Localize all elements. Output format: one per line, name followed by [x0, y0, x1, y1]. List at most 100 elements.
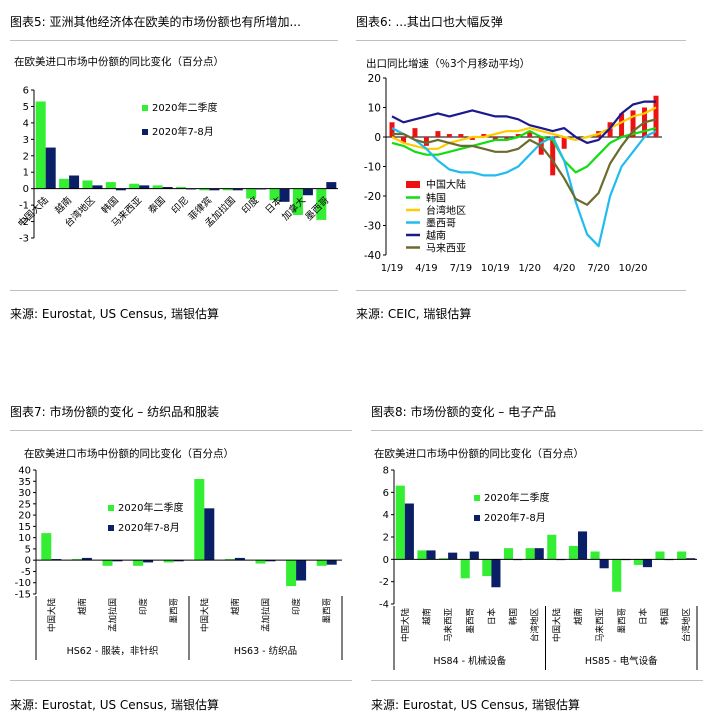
series-line: [391, 127, 657, 248]
bar: [139, 185, 150, 189]
p8-subtitle: 在欧美进口市场中份额的同比变化（百分点）: [374, 448, 584, 460]
bar: [491, 559, 501, 588]
y-tick-label: -3: [19, 234, 29, 245]
x-tick-label: 墨西哥: [466, 608, 476, 634]
y-tick-label: -2: [379, 577, 389, 588]
p6-subtitle: 出口同比增速（％3个月移动平均）: [366, 58, 531, 70]
bar: [269, 188, 280, 201]
y-tick-label: 3: [23, 135, 29, 146]
y-tick-label: 20: [368, 73, 381, 85]
x-tick-label: 10/20: [619, 263, 648, 274]
x-tick-label: 印度: [138, 598, 149, 616]
bar: [655, 551, 665, 560]
y-tick-label: -40: [364, 250, 381, 262]
x-tick-label: 7/19: [450, 263, 472, 274]
x-tick-label: 马来西亚: [444, 608, 454, 643]
legend-label: 2020年7-8月: [118, 521, 180, 534]
y-tick-label: 5: [25, 544, 31, 555]
group-label: HS85 - 电气设备: [585, 655, 658, 667]
bar: [653, 95, 659, 137]
y-tick-label: 2: [23, 151, 29, 162]
bar: [534, 548, 544, 560]
p6-chart: 20 10 0 -10 -20 -30 -401/19 4/19 7/19 10/19 1/20 4/…: [364, 73, 662, 274]
y-tick-label: 20: [18, 511, 31, 522]
series-line: [391, 127, 657, 174]
bar: [81, 557, 92, 561]
bar: [102, 560, 113, 566]
x-tick-label: 7/20: [587, 263, 609, 274]
bar: [194, 479, 205, 561]
bar: [316, 188, 327, 220]
x-tick-label: 墨西哥: [617, 608, 627, 634]
bar: [302, 188, 313, 196]
y-tick-label: 8: [383, 466, 389, 477]
x-tick-label: 中国大陆: [199, 598, 210, 633]
y-tick-label: 4: [383, 510, 389, 521]
y-tick-label: 0: [383, 555, 389, 566]
legend-label: 韩国: [426, 192, 446, 205]
bar: [246, 188, 257, 199]
x-tick-label: 台湾地区: [681, 608, 692, 643]
group-label: HS84 - 机械设备: [433, 655, 506, 667]
x-tick-label: 印度: [239, 194, 261, 216]
bar: [423, 137, 429, 146]
x-tick-label: 1/19: [381, 263, 403, 274]
p7-title: 图表7: 市场份额的变化 – 纺织品和服装: [10, 405, 220, 419]
p7-title-rule: [10, 430, 352, 431]
y-tick-label: 10: [18, 533, 31, 544]
bar: [404, 503, 414, 560]
p5-bottom-rule: [10, 290, 338, 291]
y-tick-label: 0: [23, 184, 29, 195]
bar: [163, 560, 174, 563]
p5-title-rule: [10, 40, 338, 41]
x-tick-label: 1/20: [519, 263, 541, 274]
y-tick-label: -10: [364, 162, 381, 174]
x-tick-label: 孟加拉国: [261, 598, 272, 632]
legend-swatch: [406, 181, 420, 188]
bar: [292, 188, 303, 215]
bar: [112, 560, 123, 562]
bar: [633, 559, 643, 565]
p6-bottom-rule: [356, 290, 686, 291]
legend-swatch: [142, 129, 148, 135]
y-tick-label: -4: [379, 600, 389, 611]
bar: [209, 188, 220, 191]
y-tick-label: -2: [19, 217, 29, 228]
x-tick-label: 印度: [291, 598, 302, 616]
bar: [458, 134, 464, 137]
bar: [612, 559, 622, 592]
legend-label: 台湾地区: [426, 204, 466, 217]
bar: [173, 560, 184, 562]
bar: [105, 182, 116, 189]
bar: [590, 551, 600, 560]
y-tick-label: -5: [21, 567, 31, 578]
x-tick-label: 墨西哥: [323, 598, 333, 624]
p6-title: 图表6: ...其出口也大幅反弹: [356, 15, 503, 29]
x-tick-label: 孟加拉国: [108, 598, 119, 632]
bar: [503, 548, 514, 560]
y-tick-label: -10: [15, 578, 31, 589]
legend-label: 中国大陆: [426, 178, 466, 191]
p5-title: 图表5: 亚洲其他经济体在欧美的市场份额也有所增加...: [10, 15, 301, 29]
x-tick-label: 墨西哥: [170, 598, 180, 624]
bar: [224, 559, 235, 561]
bar: [481, 134, 487, 137]
bar: [143, 560, 154, 563]
bar: [326, 182, 337, 189]
y-tick-label: 6: [23, 86, 29, 97]
bar: [642, 559, 652, 568]
bar: [204, 508, 215, 561]
bar: [504, 137, 510, 140]
bar: [446, 134, 452, 137]
bar: [152, 185, 163, 189]
p7-subtitle: 在欧美进口市场中份额的同比变化（百分点）: [24, 448, 234, 460]
bar: [222, 188, 233, 191]
x-tick-label: 中国大陆: [15, 194, 51, 230]
x-tick-label: 泰国: [146, 194, 168, 216]
bar: [527, 131, 533, 137]
y-tick-label: 0: [25, 556, 31, 567]
bar: [469, 551, 479, 560]
x-tick-label: 越南: [230, 598, 241, 615]
legend-label: 墨西哥: [426, 218, 456, 230]
